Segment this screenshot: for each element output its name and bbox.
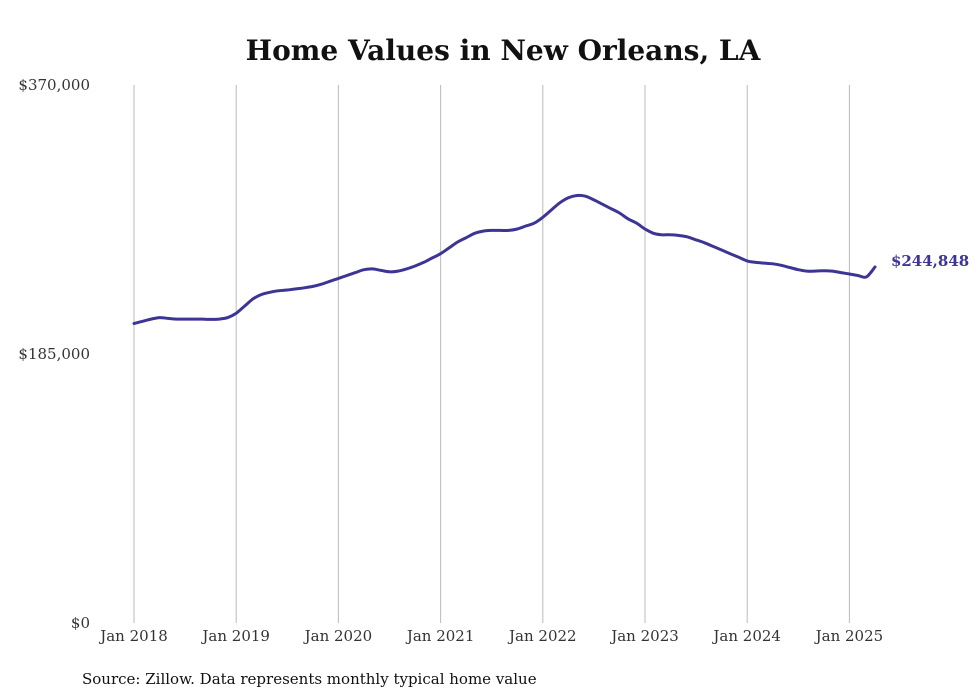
x-axis-ticks: Jan 2018 Jan 2019 Jan 2020 Jan 2021 Jan 2022… <box>98 627 883 645</box>
y-tick-label: $370,000 <box>18 76 90 94</box>
y-axis-ticks: $0 $185,000 $370,000 <box>18 76 90 632</box>
y-tick-label: $185,000 <box>18 345 90 363</box>
x-tick-label: Jan 2021 <box>405 627 475 645</box>
series-line-home-value <box>132 193 877 325</box>
x-tick-label: Jan 2025 <box>814 627 884 645</box>
x-tick-label: Jan 2023 <box>609 627 679 645</box>
chart-title: Home Values in New Orleans, LA <box>246 34 762 67</box>
x-tick-label: Jan 2018 <box>98 627 168 645</box>
x-gridlines <box>133 85 850 623</box>
x-tick-label: Jan 2024 <box>711 627 781 645</box>
x-tick-label: Jan 2022 <box>507 627 577 645</box>
x-tick-label: Jan 2020 <box>303 627 373 645</box>
end-value-label: $244,848 <box>891 252 969 270</box>
x-tick-label: Jan 2019 <box>200 627 270 645</box>
source-note: Source: Zillow. Data represents monthly … <box>82 670 537 688</box>
y-tick-label: $0 <box>71 614 90 632</box>
